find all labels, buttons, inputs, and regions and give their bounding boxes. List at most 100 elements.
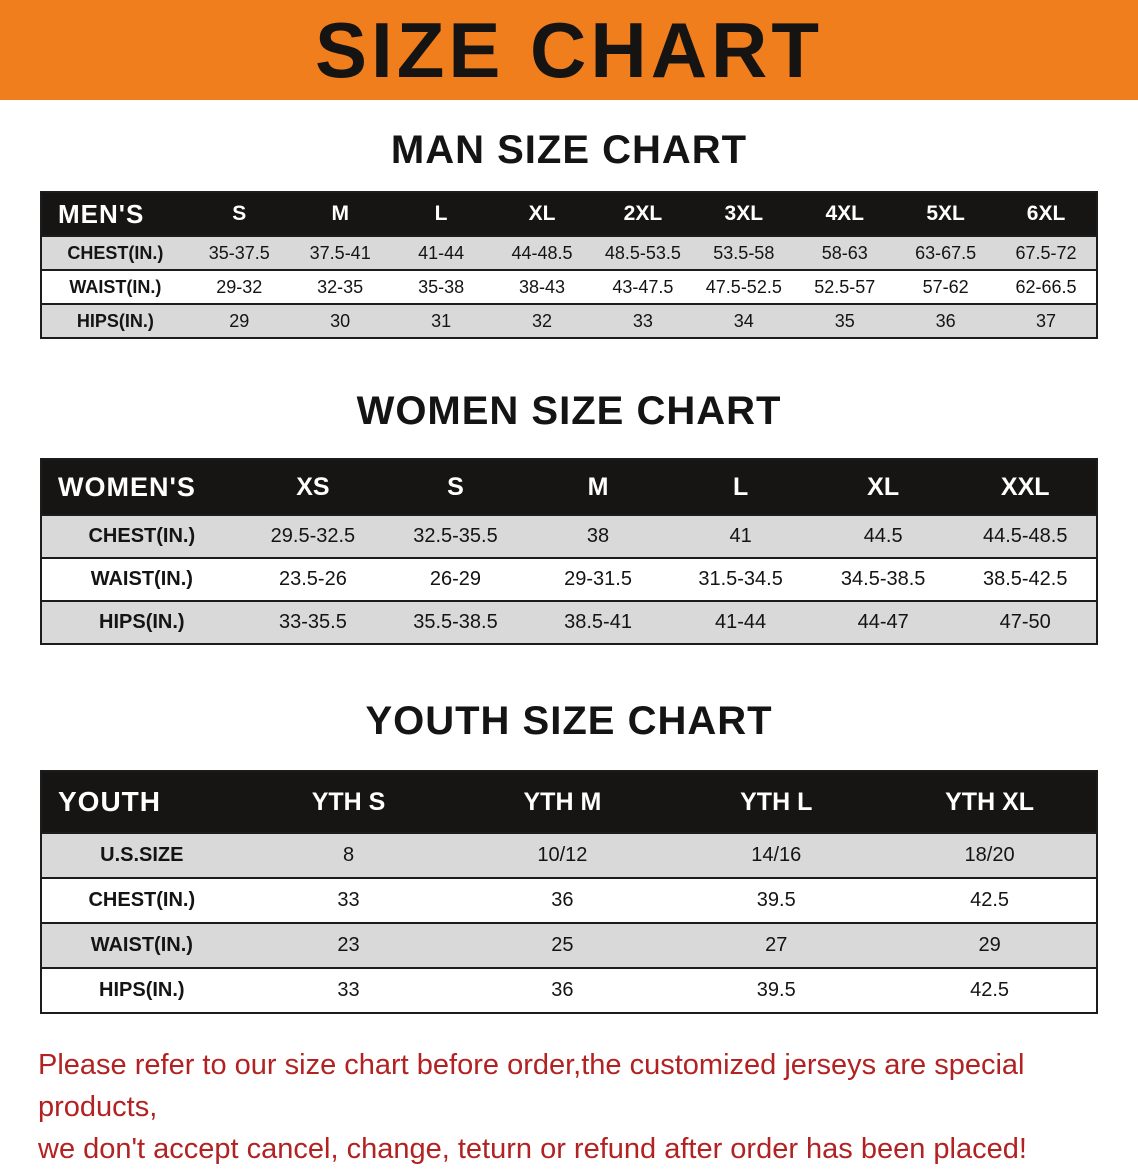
women-section-heading: WOMEN SIZE CHART: [356, 389, 782, 433]
value-cell: 47.5-52.5: [705, 276, 782, 297]
value-cell: 30: [330, 310, 351, 331]
table-title-cell: MEN'S: [58, 198, 145, 229]
row-label-cell: WAIST(IN.): [90, 568, 193, 590]
size-header-cell: 6XL: [1026, 202, 1066, 225]
footer-line-2: we don't accept cancel, change, teturn o…: [38, 1133, 1027, 1166]
value-cell: 53.5-58: [713, 242, 775, 263]
value-cell: 33-35.5: [278, 611, 347, 633]
value-cell: 35: [834, 310, 855, 331]
youth-size-section: YOUTH SIZE CHART YOUTH YTH S YTH M YTH L YTH…: [0, 699, 1138, 1014]
value-cell: 39.5: [756, 889, 796, 911]
value-cell: 38: [586, 525, 610, 547]
value-cell: 44.5: [863, 525, 903, 547]
value-cell: 29.5-32.5: [270, 525, 356, 547]
size-header-cell: XL: [528, 202, 556, 225]
value-cell: 34.5-38.5: [840, 568, 926, 590]
size-header-cell: 4XL: [825, 202, 864, 225]
row-label-cell: WAIST(IN.): [69, 276, 162, 297]
table-title-cell: WOMEN'S: [58, 471, 196, 502]
men-size-section: MAN SIZE CHART MEN'S S M L XL 2XL 3XL 4XL 5XL 6XL…: [0, 128, 1138, 339]
size-header-cell: 2XL: [623, 202, 663, 225]
value-cell: 35-37.5: [208, 242, 270, 263]
value-cell: 39.5: [756, 979, 796, 1001]
men-size-table: MEN'S S M L XL 2XL 3XL 4XL 5XL 6XL CHEST(IN.) 35-37…: [40, 191, 1098, 339]
value-cell: 44.5-48.5: [982, 525, 1068, 547]
row-label-cell: WAIST(IN.): [90, 934, 193, 956]
youth-size-table: YOUTH YTH S YTH M YTH L YTH XL U.S.SIZE 8 10/12…: [40, 770, 1098, 1014]
value-cell: 26-29: [429, 568, 482, 590]
value-cell: 29: [978, 934, 1001, 956]
value-cell: 35-38: [418, 276, 465, 297]
value-cell: 58-63: [821, 242, 868, 263]
footer-line-1: Please refer to our size chart before or…: [38, 1049, 1025, 1124]
value-cell: 29-31.5: [564, 568, 632, 590]
table-title-cell: YOUTH: [58, 786, 161, 817]
value-cell: 47-50: [999, 611, 1051, 633]
table-row: WAIST(IN.) 23 25 27 29: [41, 923, 1097, 968]
table-row: WAIST(IN.) 29-32 32-35 35-38 38-43 43-47.5 47.…: [41, 270, 1097, 304]
value-cell: 36: [551, 979, 574, 1001]
table-row: CHEST(IN.) 29.5-32.5 32.5-35.5 38 41 44.5 44.5…: [41, 515, 1097, 558]
value-cell: 10/12: [537, 844, 588, 866]
size-header-cell: XL: [867, 472, 900, 501]
women-size-table: WOMEN'S XS S M L XL XXL CHEST(IN.) 29.5-32.5 32.5…: [40, 458, 1098, 645]
row-label-cell: HIPS(IN.): [76, 310, 154, 331]
value-cell: 34: [733, 310, 754, 331]
table-row: WAIST(IN.) 23.5-26 26-29 29-31.5 31.5-34.5 34…: [41, 558, 1097, 601]
page-title: SIZE CHART: [315, 6, 823, 94]
value-cell: 43-47.5: [612, 276, 674, 297]
size-header-cell: L: [434, 202, 448, 225]
size-header-cell: YTH M: [523, 787, 602, 816]
value-cell: 67.5-72: [1015, 242, 1077, 263]
size-header-cell: M: [331, 202, 349, 225]
banner: SIZE CHART: [0, 0, 1138, 100]
size-header-cell: YTH L: [740, 787, 813, 816]
value-cell: 8: [342, 844, 355, 866]
size-header-cell: XS: [296, 472, 330, 501]
table-row: HIPS(IN.) 29 30 31 32 33 34 35 36 37: [41, 304, 1097, 338]
value-cell: 63-67.5: [915, 242, 977, 263]
size-header-cell: S: [232, 202, 247, 225]
value-cell: 41-44: [418, 242, 465, 263]
women-size-section: WOMEN SIZE CHART WOMEN'S XS S M L XL XXL CHEST(…: [0, 389, 1138, 645]
value-cell: 41: [729, 525, 752, 547]
footer-note: Please refer to our size chart before or…: [0, 1044, 1138, 1170]
value-cell: 44-47: [857, 611, 909, 633]
size-header-cell: 3XL: [724, 202, 764, 225]
table-row: HIPS(IN.) 33 36 39.5 42.5: [41, 968, 1097, 1013]
table-header-row: WOMEN'S XS S M L XL XXL: [41, 459, 1097, 515]
value-cell: 25: [551, 934, 574, 956]
size-header-cell: YTH XL: [945, 787, 1035, 816]
value-cell: 36: [551, 889, 574, 911]
value-cell: 44-48.5: [511, 242, 573, 263]
value-cell: 31.5-34.5: [698, 568, 783, 590]
value-cell: 36: [935, 310, 956, 331]
value-cell: 31: [431, 310, 452, 331]
value-cell: 62-66.5: [1015, 276, 1077, 297]
value-cell: 37: [1036, 310, 1057, 331]
value-cell: 14/16: [751, 844, 802, 866]
value-cell: 33: [337, 889, 360, 911]
value-cell: 38.5-42.5: [982, 568, 1068, 590]
men-section-heading: MAN SIZE CHART: [390, 128, 748, 172]
size-header-cell: M: [587, 472, 609, 501]
table-header-row: YOUTH YTH S YTH M YTH L YTH XL: [41, 771, 1097, 833]
size-header-cell: S: [447, 472, 464, 501]
size-header-cell: XXL: [1000, 472, 1050, 501]
value-cell: 18/20: [964, 844, 1015, 866]
value-cell: 57-62: [922, 276, 969, 297]
value-cell: 42.5: [970, 889, 1010, 911]
value-cell: 33: [337, 979, 360, 1001]
row-label-cell: CHEST(IN.): [67, 242, 164, 263]
youth-section-heading: YOUTH SIZE CHART: [365, 699, 773, 743]
row-label-cell: HIPS(IN.): [99, 979, 185, 1001]
value-cell: 32: [531, 310, 553, 331]
value-cell: 42.5: [970, 979, 1010, 1001]
size-header-cell: 5XL: [926, 202, 965, 225]
value-cell: 29-32: [216, 276, 263, 297]
value-cell: 27: [765, 934, 788, 956]
value-cell: 38.5-41: [564, 611, 632, 633]
value-cell: 32.5-35.5: [413, 525, 498, 547]
value-cell: 48.5-53.5: [604, 242, 681, 263]
